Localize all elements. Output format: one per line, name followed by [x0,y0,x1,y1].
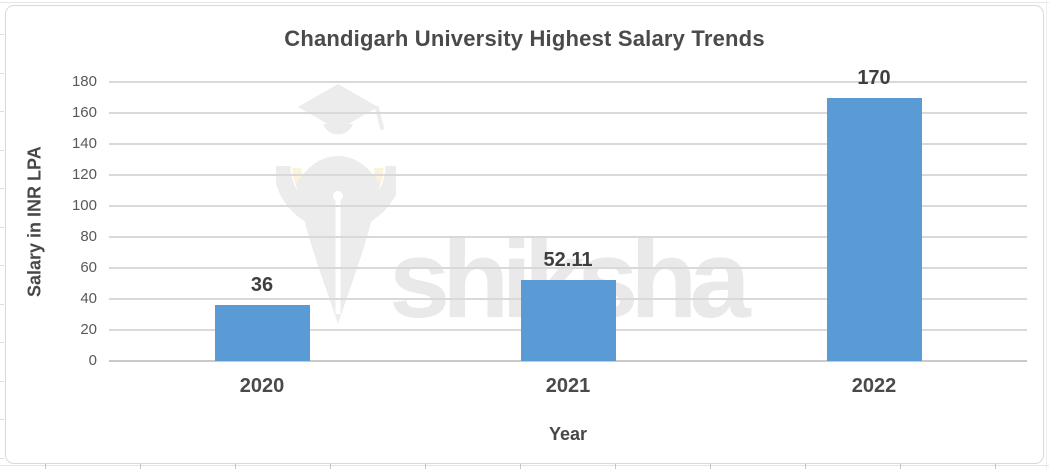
x-tick-label-2021: 2021 [545,375,591,397]
chart-title: Chandigarh University Highest Salary Tre… [284,26,765,51]
worksheet-column-border-stub [425,463,426,469]
salary-trends-chart[interactable]: Chandigarh University Highest Salary Tre… [5,5,1044,464]
worksheet-row-border-stub [0,419,4,420]
bar-2020[interactable] [214,305,310,361]
worksheet-column-border-stub [710,463,711,469]
worksheet-row-border-stub [0,304,4,305]
plot-area: Year 0 20 40 60 80 100 120 140 160 180 36 2020 52.11… [72,67,1027,444]
bar-2021[interactable] [520,280,616,361]
worksheet-row-border-stub [0,381,4,382]
x-axis-title: Year [548,424,588,444]
gridline [109,112,1027,114]
worksheet-row-border-stub [0,73,4,74]
worksheet-row-border-stub [0,458,4,459]
worksheet-row-border-stub [0,265,4,266]
y-tick-label: 0 [88,352,97,369]
gridline [109,267,1027,269]
worksheet-row-border-stub [0,150,4,151]
worksheet-column-border-stub [45,463,46,469]
gridline [109,205,1027,207]
y-tick-label: 120 [71,166,97,183]
gridline [109,81,1027,83]
data-label-2022: 170 [857,66,891,89]
y-tick-label: 40 [80,290,97,307]
y-tick-label: 20 [80,321,97,338]
x-axis-line [109,360,1027,362]
worksheet-row-border-stub [0,227,4,228]
worksheet-row-border-stub [0,188,4,189]
gridline [109,174,1027,176]
y-tick-label: 100 [71,197,97,214]
y-tick-label: 180 [71,73,97,90]
worksheet-column-border-stub [615,463,616,469]
gridline [109,143,1027,145]
y-tick-label: 80 [80,228,97,245]
worksheet-row-border-stub [0,111,4,112]
shiksha-pen-nib-graduation-cap-icon [273,84,403,332]
data-label-2020: 36 [250,274,274,297]
worksheet-column-border-stub [330,463,331,469]
x-tick-label-2022: 2022 [851,375,897,397]
worksheet-column-border-stub [900,463,901,469]
worksheet-gridline [0,465,1049,466]
worksheet-column-border-stub [235,463,236,469]
y-tick-label: 140 [71,135,97,152]
data-label-2021: 52.11 [543,249,593,272]
worksheet-row-border-stub [0,34,4,35]
bar-2022[interactable] [826,97,922,361]
worksheet-column-border-stub [520,463,521,469]
worksheet-column-border-stub [995,463,996,469]
y-tick-label: 160 [71,104,97,121]
worksheet-gridline [0,2,1049,3]
y-axis-title: Salary in INR LPA [24,146,45,297]
worksheet-column-border-stub [140,463,141,469]
x-tick-label-2020: 2020 [239,375,285,397]
worksheet-column-border-stub [805,463,806,469]
worksheet-gridline [1046,0,1047,469]
gridline [109,236,1027,238]
worksheet-row-border-stub [0,342,4,343]
y-tick-label: 60 [80,259,97,276]
